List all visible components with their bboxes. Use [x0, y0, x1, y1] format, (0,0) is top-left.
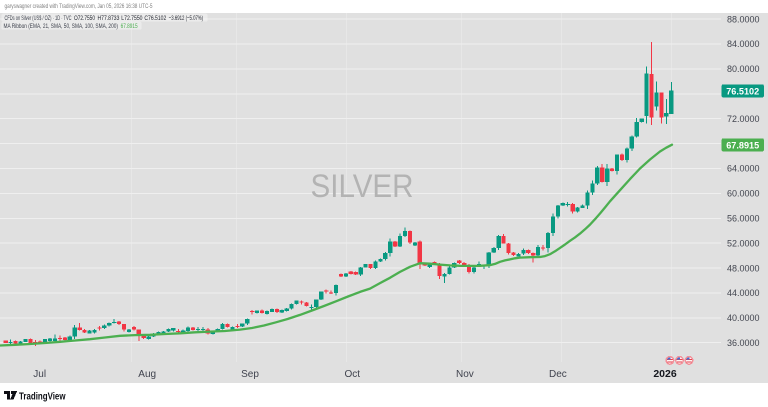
- svg-text:C76.5102: C76.5102: [144, 15, 166, 22]
- svg-text:SILVER: SILVER: [311, 168, 414, 204]
- svg-text:MA Ribbon (EMA, 21, SMA, 50, S: MA Ribbon (EMA, 21, SMA, 50, SMA, 100, S…: [4, 24, 119, 30]
- svg-text:Nov: Nov: [456, 369, 474, 380]
- svg-text:L72.7550: L72.7550: [121, 15, 142, 22]
- svg-text:2026: 2026: [653, 368, 677, 380]
- svg-text:56.0000: 56.0000: [727, 214, 760, 225]
- svg-text:36.0000: 36.0000: [727, 338, 760, 349]
- svg-text:76.5102: 76.5102: [726, 87, 759, 98]
- svg-text:72.0000: 72.0000: [727, 114, 760, 125]
- svg-text:−3.6912 (−5.07%): −3.6912 (−5.07%): [169, 15, 203, 22]
- svg-text:TradingView: TradingView: [19, 390, 66, 402]
- svg-text:40.0000: 40.0000: [727, 313, 760, 324]
- svg-text:Aug: Aug: [138, 369, 156, 380]
- svg-text:52.0000: 52.0000: [727, 238, 760, 249]
- svg-text:H77.8733: H77.8733: [98, 15, 120, 22]
- svg-text:garyswagner created with Tradi: garyswagner created with TradingView.com…: [5, 3, 153, 10]
- svg-text:67.8915: 67.8915: [726, 141, 760, 152]
- svg-text:Dec: Dec: [549, 369, 567, 380]
- svg-text:88.0000: 88.0000: [727, 14, 760, 25]
- svg-text:67.8915: 67.8915: [121, 23, 138, 30]
- svg-text:O72.7550: O72.7550: [74, 15, 95, 22]
- svg-text:CFDs on Silver (US$ / OZ) · 1D: CFDs on Silver (US$ / OZ) · 1D · TVC: [5, 16, 72, 22]
- svg-text:Oct: Oct: [345, 369, 361, 380]
- svg-text:44.0000: 44.0000: [727, 288, 760, 299]
- svg-text:80.0000: 80.0000: [727, 64, 760, 75]
- svg-text:84.0000: 84.0000: [727, 39, 760, 50]
- svg-text:Sep: Sep: [241, 369, 259, 380]
- svg-text:48.0000: 48.0000: [727, 263, 760, 274]
- svg-text:64.0000: 64.0000: [727, 164, 760, 175]
- svg-text:60.0000: 60.0000: [727, 189, 760, 200]
- svg-text:Jul: Jul: [33, 369, 46, 380]
